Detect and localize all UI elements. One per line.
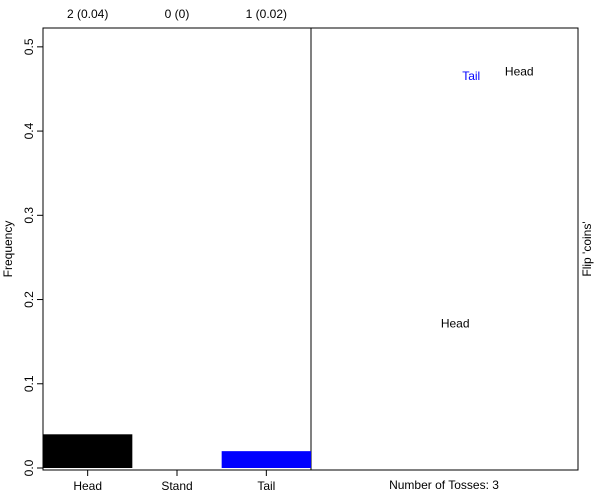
coin-label: Tail bbox=[462, 69, 480, 83]
y-tick-label: 0.1 bbox=[22, 375, 36, 392]
left-box bbox=[42, 27, 312, 471]
value-label: 0 (0) bbox=[165, 7, 190, 21]
y-tick-label: 0.2 bbox=[22, 291, 36, 308]
coin-label: Head bbox=[505, 64, 534, 78]
bar bbox=[221, 451, 311, 468]
bar bbox=[43, 434, 133, 468]
x-tick-label: Head bbox=[73, 479, 102, 493]
x-tick-label: Stand bbox=[161, 479, 192, 493]
y-tick-label: 0.5 bbox=[22, 38, 36, 55]
right-box bbox=[310, 27, 579, 471]
x-tick-label: Tail bbox=[257, 479, 275, 493]
y-axis-label-right: Flip 'coins' bbox=[580, 221, 594, 276]
x-axis-label: Number of Tosses: 3 bbox=[389, 478, 499, 492]
value-label: 1 (0.02) bbox=[246, 7, 287, 21]
y-tick-label: 0.0 bbox=[22, 459, 36, 476]
value-label: 2 (0.04) bbox=[67, 7, 108, 21]
y-axis-label: Frequency bbox=[1, 221, 15, 278]
y-tick-label: 0.4 bbox=[22, 122, 36, 139]
coin-label: Head bbox=[441, 316, 470, 330]
y-tick-label: 0.3 bbox=[22, 207, 36, 224]
